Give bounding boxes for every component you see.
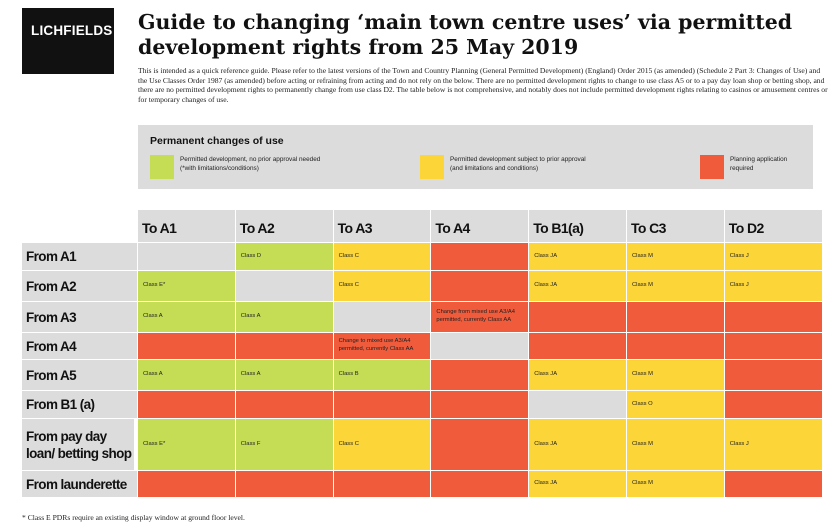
table-cell — [724, 302, 823, 333]
table-cell: Class JA — [529, 243, 627, 271]
table-cell: Class E* — [138, 419, 236, 471]
table-cell: Class JA — [529, 419, 627, 471]
table-cell: Class M — [627, 419, 725, 471]
table-cell — [627, 302, 725, 333]
column-header: To C3 — [627, 210, 725, 242]
table-cell: Change to mixed use A3/A4 permitted, cur… — [333, 333, 432, 360]
table-cell: Class J — [724, 243, 823, 271]
table-cell: Class E* — [138, 271, 236, 302]
table-cell — [431, 419, 530, 471]
legend-swatch-yellow — [420, 155, 444, 179]
legend-panel: Permanent changes of use Permitted devel… — [138, 125, 813, 189]
table-cell — [627, 333, 725, 360]
table-cell — [431, 243, 530, 271]
column-header: To A3 — [333, 210, 432, 242]
row-header: From launderette — [22, 471, 137, 498]
table-cell: Class M — [627, 271, 725, 302]
table-cell: Class JA — [529, 471, 627, 498]
table-cell — [431, 360, 530, 391]
table-cell — [333, 471, 432, 498]
page-title: Guide to changing ‘main town centre uses… — [138, 10, 793, 59]
row-header: From pay day loan/ betting shop — [22, 419, 134, 471]
table-cell: Class F — [235, 419, 334, 471]
column-header: To A2 — [235, 210, 334, 242]
table-cell: Class JA — [529, 360, 627, 391]
row-header: From A1 — [22, 243, 137, 271]
row-header: From A3 — [22, 302, 137, 333]
row-header: From A5 — [22, 360, 137, 391]
legend-swatch-green — [150, 155, 174, 179]
table-cell — [235, 271, 334, 302]
row-header: From B1 (a) — [22, 391, 137, 419]
table-cell: Class J — [724, 419, 823, 471]
table-cell: Class D — [235, 243, 334, 271]
table-cell: Change from mixed use A3/A4 permitted, c… — [431, 302, 530, 333]
column-header: To A4 — [431, 210, 530, 242]
column-header: To A1 — [138, 210, 236, 242]
lichfields-logo: LICHFIELDS — [22, 8, 114, 74]
table-cell — [235, 391, 334, 419]
permitted-development-table: To A1 To A2 To A3 To A4 To B1(a) To C3 To D2 Fr… — [22, 210, 823, 505]
table-cell — [138, 333, 236, 360]
intro-paragraph: This is intended as a quick reference gu… — [138, 66, 828, 104]
table-cell: Class C — [333, 271, 432, 302]
table-cell — [235, 471, 334, 498]
table-cell — [333, 302, 432, 333]
table-cell: Class M — [627, 243, 725, 271]
table-cell — [529, 333, 627, 360]
table-cell: Class M — [627, 360, 725, 391]
table-cell: Class J — [724, 271, 823, 302]
table-cell: Class B — [333, 360, 432, 391]
table-cell: Class O — [627, 391, 725, 419]
table-cell — [431, 391, 530, 419]
legend-text-yellow: Permitted development subject to prior a… — [450, 156, 586, 172]
table-cell — [138, 391, 236, 419]
table-cell: Class A — [138, 360, 236, 391]
table-cell: Class A — [235, 302, 334, 333]
table-cell — [138, 471, 236, 498]
footnote: * Class E PDRs require an existing displ… — [22, 513, 245, 522]
table-cell — [333, 391, 432, 419]
legend-text-green: Permitted development, no prior approval… — [180, 156, 321, 172]
table-cell: Class C — [333, 243, 432, 271]
column-header: To B1(a) — [529, 210, 627, 242]
table-cell — [235, 333, 334, 360]
legend-title: Permanent changes of use — [150, 135, 284, 147]
table-cell: Class M — [627, 471, 725, 498]
table-cell — [529, 302, 627, 333]
table-cell — [138, 243, 236, 271]
table-cell — [529, 391, 627, 419]
table-cell: Class C — [333, 419, 432, 471]
row-header: From A4 — [22, 333, 137, 360]
legend-swatch-red — [700, 155, 724, 179]
row-header: From A2 — [22, 271, 137, 302]
table-cell — [431, 333, 530, 360]
table-cell — [724, 333, 823, 360]
table-cell: Class JA — [529, 271, 627, 302]
legend-text-red: Planning application required — [730, 156, 788, 172]
table-cell — [724, 471, 823, 498]
table-cell: Class A — [235, 360, 334, 391]
column-header: To D2 — [724, 210, 823, 242]
table-cell — [724, 391, 823, 419]
table-cell — [431, 271, 530, 302]
table-cell — [724, 360, 823, 391]
table-cell: Class A — [138, 302, 236, 333]
table-cell — [431, 471, 530, 498]
